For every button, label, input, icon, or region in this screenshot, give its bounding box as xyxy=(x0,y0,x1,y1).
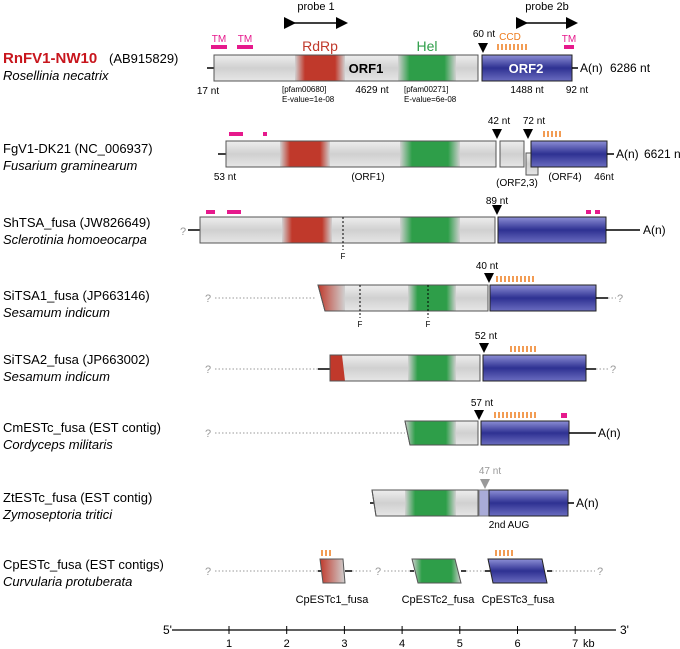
cpest-c3: CpESTc3_fusa xyxy=(482,594,556,606)
rnfv1-utr3: 92 nt xyxy=(566,85,588,96)
rnfv1-orf1-label: ORF1 xyxy=(349,61,384,76)
axis-tick-label: 3 xyxy=(341,638,347,649)
cmest-unknown: ? xyxy=(205,428,211,440)
row-fgv1: FgV1-DK21 (NC_006937) Fusarium graminear… xyxy=(3,116,680,189)
ccd-label: CCD xyxy=(499,32,521,43)
sitsa1-frameshift-1: F xyxy=(358,320,363,329)
row-ztest: ZtESTc_fusa (EST contig) Zymoseptoria tr… xyxy=(2,466,599,531)
tm-label-1: TM xyxy=(212,34,226,45)
axis-tick-label: 2 xyxy=(284,638,290,649)
cpest-unknown-1: ? xyxy=(205,566,211,578)
probe1: probe 1 xyxy=(284,1,348,29)
rnfv1-eval1: E-value=1e-08 xyxy=(282,95,335,104)
rnfv1-name: RnFV1-NW10 xyxy=(3,50,97,67)
shtsa-species: Sclerotinia homoeocarpa xyxy=(3,232,147,247)
cpest-c2: CpESTc2_fusa xyxy=(402,594,476,606)
row-cmest: CmESTc_fusa (EST contig) Cordyceps milit… xyxy=(3,398,621,452)
rnfv1-gap: 60 nt xyxy=(473,29,495,40)
rnfv1-pfam2: [pfam00271] xyxy=(404,85,448,94)
rnfv1-hel-domain xyxy=(398,55,456,81)
sitsa1-unknown-right: ? xyxy=(617,293,623,305)
axis-3prime: 3' xyxy=(620,623,629,637)
probe2b-label: probe 2b xyxy=(525,1,568,13)
sitsa1-gap: 40 nt xyxy=(476,261,498,272)
ztest-polya: A(n) xyxy=(576,496,599,510)
rnfv1-species: Rosellinia necatrix xyxy=(3,68,109,83)
kb-axis: 5' 3' 1 2 3 4 5 6 7 kb xyxy=(163,623,629,649)
rnfv1-orf2-box xyxy=(481,54,573,82)
fgv1-polya: A(n) xyxy=(616,147,639,161)
sitsa1-title: SiTSA1_fusa (JP663146) xyxy=(3,288,150,303)
sitsa1-frameshift-2: F xyxy=(426,320,431,329)
row-rnfv1: RnFV1-NW10 (AB915829) Rosellinia necatri… xyxy=(3,29,651,104)
probe2b: probe 2b xyxy=(516,1,578,29)
axis-tick-label: 5 xyxy=(457,638,463,649)
row-cpest: CpESTc_fusa (EST contigs) Curvularia pro… xyxy=(3,550,603,606)
cpest-title: CpESTc_fusa (EST contigs) xyxy=(3,557,164,572)
rnfv1-orf1-length: 4629 nt xyxy=(355,85,389,96)
rnfv1-utr5: 17 nt xyxy=(197,86,219,97)
sitsa1-unknown-left: ? xyxy=(205,293,211,305)
cmest-polya: A(n) xyxy=(598,426,621,440)
cpest-unknown-3: ? xyxy=(597,566,603,578)
rnfv1-eval2: E-value=6e-08 xyxy=(404,95,457,104)
axis-tick-label: 7 xyxy=(572,638,578,649)
axis-tick-label: 4 xyxy=(399,638,405,649)
fgv1-orf1: (ORF1) xyxy=(351,172,384,183)
sitsa1-species: Sesamum indicum xyxy=(3,305,110,320)
shtsa-polya: A(n) xyxy=(643,223,666,237)
row-sitsa1: SiTSA1_fusa (JP663146) Sesamum indicum ?… xyxy=(3,261,623,329)
cmest-gap: 57 nt xyxy=(471,398,493,409)
shtsa-frameshift: F xyxy=(341,252,346,261)
sitsa2-unknown-left: ? xyxy=(205,364,211,376)
probe1-label: probe 1 xyxy=(297,1,334,13)
fgv1-utr3: 46nt xyxy=(594,172,614,183)
cmest-title: CmESTc_fusa (EST contig) xyxy=(3,420,161,435)
rnfv1-pfam1: [pfam00680] xyxy=(282,85,326,94)
ztest-aug: 2nd AUG xyxy=(489,520,530,531)
shtsa-title: ShTSA_fusa (JW826649) xyxy=(3,215,150,230)
fgv1-utr5: 53 nt xyxy=(214,172,236,183)
ztest-species: Zymoseptoria tritici xyxy=(2,507,113,522)
sitsa2-species: Sesamum indicum xyxy=(3,369,110,384)
fgv1-gap2: 72 nt xyxy=(523,116,545,127)
fgv1-length: 6621 nt xyxy=(644,147,680,161)
rnfv1-orf2-length: 1488 nt xyxy=(510,85,544,96)
axis-tick-label: 6 xyxy=(514,638,520,649)
rnfv1-accession: (AB915829) xyxy=(109,51,178,66)
fgv1-title: FgV1-DK21 (NC_006937) xyxy=(3,141,153,156)
cpest-species: Curvularia protuberata xyxy=(3,574,132,589)
fgv1-species: Fusarium graminearum xyxy=(3,158,138,173)
rnfv1-rdrp-domain xyxy=(295,55,345,81)
rnfv1-orf2-label: ORF2 xyxy=(509,61,544,76)
rdrp-label: RdRp xyxy=(302,38,338,54)
axis-unit: kb xyxy=(583,638,595,649)
tm-label-2: TM xyxy=(238,34,252,45)
ztest-title: ZtESTc_fusa (EST contig) xyxy=(3,490,152,505)
cpest-c1: CpESTc1_fusa xyxy=(296,594,370,606)
rnfv1-polya: A(n) xyxy=(580,61,603,75)
fgv1-orf4: (ORF4) xyxy=(548,172,581,183)
axis-5prime: 5' xyxy=(163,623,172,637)
row-sitsa2: SiTSA2_fusa (JP663002) Sesamum indicum ?… xyxy=(3,331,616,384)
cmest-species: Cordyceps militaris xyxy=(3,437,113,452)
sitsa2-gap: 52 nt xyxy=(475,331,497,342)
axis-tick-label: 1 xyxy=(226,638,232,649)
sitsa2-title: SiTSA2_fusa (JP663002) xyxy=(3,352,150,367)
shtsa-gap: 89 nt xyxy=(486,196,508,207)
fgv1-gap1: 42 nt xyxy=(488,116,510,127)
shtsa-unknown: ? xyxy=(180,226,186,238)
fgv1-orf23: (ORF2,3) xyxy=(496,178,538,189)
sitsa2-unknown-right: ? xyxy=(610,364,616,376)
row-shtsa: ShTSA_fusa (JW826649) Sclerotinia homoeo… xyxy=(3,196,666,261)
rnfv1-length: 6286 nt xyxy=(610,61,651,75)
tm-label-3: TM xyxy=(562,34,576,45)
cpest-unknown-2: ? xyxy=(375,566,381,578)
ztest-gap: 47 nt xyxy=(479,466,501,477)
hel-label: Hel xyxy=(416,38,437,54)
